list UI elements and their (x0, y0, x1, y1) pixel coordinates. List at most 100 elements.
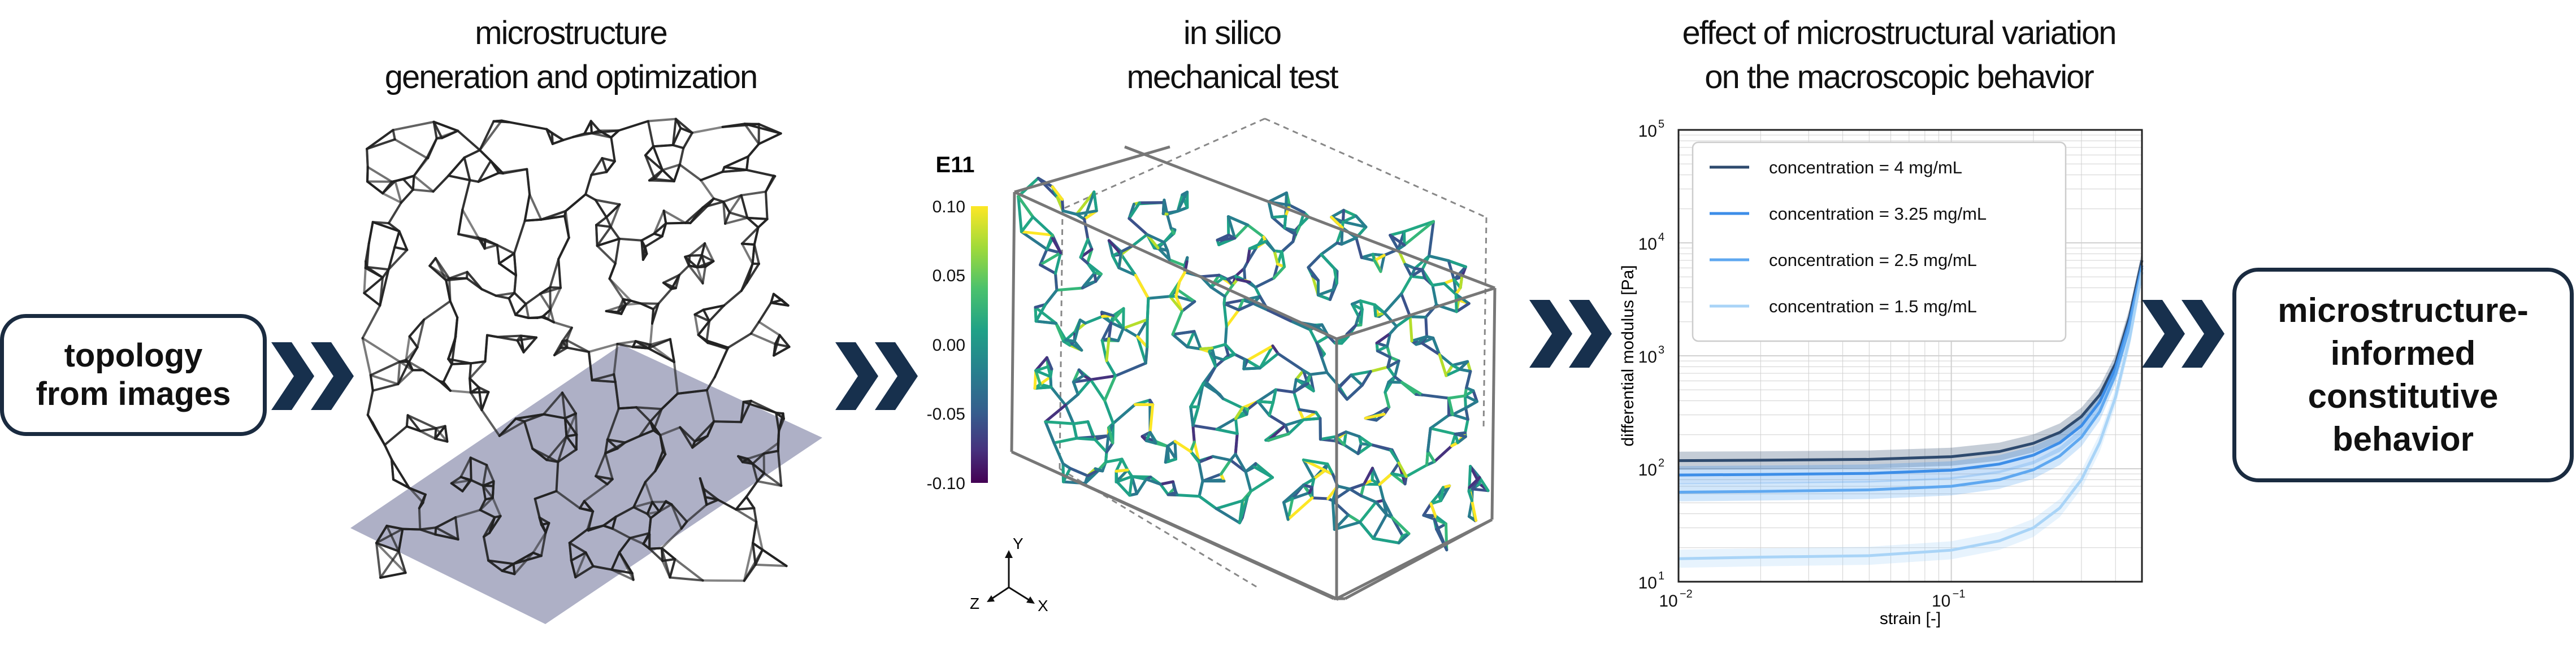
fiber-segment (489, 159, 504, 175)
fiber-segment (405, 414, 409, 428)
fiber-segment (1442, 282, 1458, 296)
fiber-segment (1173, 439, 1192, 453)
fiber-segment (752, 542, 764, 551)
fiber-segment (480, 288, 497, 297)
fiber-segment (596, 245, 617, 265)
fiber-segment (1072, 374, 1085, 383)
legend-label: concentration = 1.5 mg/mL (1769, 297, 1977, 316)
fiber-segment (486, 334, 519, 342)
fiber-segment (1280, 240, 1295, 254)
fiber-segment (1045, 237, 1054, 251)
fiber-segment (1055, 322, 1065, 343)
fiber-segment (1215, 499, 1244, 511)
fiber-segment (673, 361, 679, 395)
fiber-segment (765, 175, 775, 193)
fiber-segment (1246, 223, 1265, 239)
fiber-segment (1191, 424, 1196, 444)
fiber-segment (531, 447, 548, 461)
fiber-segment (589, 120, 601, 132)
fiber-segment (1044, 289, 1059, 306)
fiber-segment (649, 322, 653, 346)
fiber-segment (1092, 190, 1098, 212)
fiber-segment (1373, 254, 1386, 262)
fiber-segment (713, 420, 743, 424)
fiber-segment (387, 201, 402, 225)
stage2-title-line-1: in silico (1183, 15, 1282, 51)
fiber-segment (646, 500, 654, 515)
fiber-segment (1403, 263, 1413, 278)
y-tick-exponent: 3 (1658, 344, 1664, 356)
fiber-segment (1222, 302, 1241, 312)
fiber-segment (1372, 537, 1400, 544)
fiber-segment (745, 263, 760, 284)
fiber-segment (1054, 251, 1063, 275)
fiber-segment (1376, 349, 1392, 359)
fiber-segment (740, 194, 749, 219)
fiber-segment (669, 576, 704, 582)
fiber-segment (1034, 369, 1052, 378)
fiber-segment (671, 143, 685, 150)
fiber-segment (381, 192, 402, 204)
fiber-segment (527, 316, 543, 319)
fiber-segment (1122, 318, 1149, 330)
fiber-segment (469, 391, 483, 411)
fiber-segment (1276, 352, 1305, 372)
fiber-segment (366, 165, 369, 183)
fiber-segment (435, 516, 457, 529)
fiber-segment (1458, 368, 1472, 373)
colorbar-tick-1: 0.10 (933, 198, 965, 216)
fiber-segment (1264, 240, 1276, 252)
fiber-segment (1429, 493, 1440, 505)
fiber-segment (519, 334, 537, 339)
fiber-segment (565, 433, 578, 438)
bounding-box-hidden-edges (1059, 117, 1488, 588)
fiber-segment (545, 435, 568, 461)
fiber-segment (479, 119, 503, 151)
fiber-segment (524, 303, 530, 319)
fiber-segment (1389, 325, 1398, 335)
fiber-segment (1429, 413, 1450, 430)
fiber-segment (435, 526, 459, 541)
fiber-segment (721, 123, 746, 128)
fiber-segment (432, 120, 459, 132)
fiber-segment (705, 389, 715, 423)
fiber-segment (611, 516, 617, 530)
fiber-segment (735, 495, 748, 511)
fiber-segment (1176, 494, 1201, 498)
fiber-segment (1242, 367, 1261, 370)
fiber-segment (632, 506, 649, 515)
fiber-segment (653, 222, 667, 235)
fiber-segment (485, 464, 495, 483)
fiber-segment (1359, 482, 1365, 498)
fiber-segment (418, 507, 422, 531)
fiber-segment (364, 267, 384, 279)
fiber-segment (1052, 437, 1078, 444)
fiber-segment (483, 535, 490, 562)
fiber-segment (397, 527, 404, 552)
fiber-segment (705, 376, 716, 391)
fiber-segment (1459, 275, 1464, 289)
fiber-segment (1045, 247, 1063, 255)
fiber-segment (1267, 424, 1287, 442)
fiber-segment (534, 490, 558, 500)
fiber-segment (457, 233, 482, 241)
fiber-segment (542, 391, 563, 416)
fiber-segment (740, 242, 754, 265)
fiber-segment (1350, 299, 1362, 306)
fiber-segment (559, 340, 563, 349)
fiber-segment (704, 242, 715, 263)
y-tick-label: 10 (1638, 574, 1657, 592)
fiber-segment (366, 265, 390, 271)
fiber-segment (1342, 443, 1360, 455)
fiber-segment (613, 373, 617, 383)
fiber-segment (1350, 303, 1360, 318)
fiber-segment (1134, 273, 1150, 300)
fiber-segment (498, 252, 515, 265)
fiber-segment (1375, 332, 1392, 345)
fiber-segment (1060, 198, 1065, 212)
fiber-segment (639, 302, 660, 305)
fiber-segment (705, 499, 719, 506)
fiber-segment (649, 343, 675, 363)
fiber-segment (579, 500, 586, 509)
fiber-segment (671, 117, 677, 146)
